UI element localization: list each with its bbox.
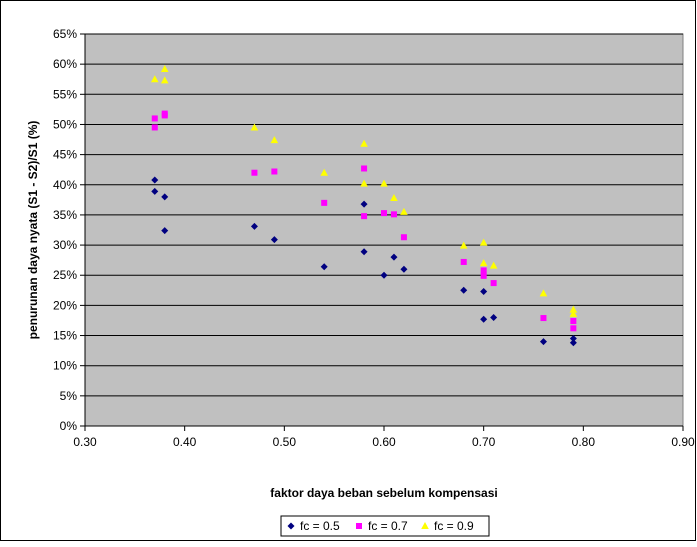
x-tick-label: 0.90 — [671, 435, 695, 449]
data-point — [160, 76, 169, 84]
data-point — [321, 199, 328, 206]
data-point — [480, 315, 488, 323]
legend-marker — [287, 522, 295, 530]
data-point — [150, 75, 159, 83]
data-point — [361, 165, 368, 172]
data-point — [400, 265, 408, 273]
data-point — [480, 288, 488, 296]
y-tick-label: 65% — [53, 27, 77, 41]
data-series — [150, 64, 578, 347]
x-tick-label: 0.40 — [173, 435, 197, 449]
data-point — [539, 289, 548, 297]
legend: fc = 0.5 fc = 0.7 fc = 0.9 — [280, 515, 490, 537]
y-tick-label: 60% — [53, 57, 77, 71]
data-point — [250, 123, 259, 131]
data-point — [490, 313, 498, 321]
x-tick-label: 0.80 — [572, 435, 596, 449]
data-point — [360, 248, 368, 256]
data-point — [160, 64, 169, 72]
data-point — [161, 227, 169, 235]
data-point — [151, 187, 159, 195]
y-tick-label: 10% — [53, 359, 77, 373]
data-point — [251, 169, 258, 176]
data-point — [400, 234, 407, 241]
legend-label: fc = 0.5 — [300, 519, 340, 533]
data-point — [361, 213, 368, 220]
series-2 — [151, 110, 577, 332]
data-point — [390, 211, 397, 218]
y-tick-label: 5% — [60, 389, 78, 403]
data-point — [390, 194, 398, 202]
data-point — [380, 271, 388, 279]
data-point — [480, 272, 487, 279]
legend-marker — [356, 523, 362, 529]
y-axis-title: penurunan daya nyata (S1 - S2)/S1 (%) — [26, 121, 40, 340]
series-3 — [150, 64, 578, 317]
data-point — [250, 222, 258, 230]
y-tick-label: 25% — [53, 268, 77, 282]
gridlines — [85, 33, 683, 397]
x-axis-title: faktor daya beban sebelum kompensasi — [270, 486, 497, 500]
data-point — [570, 325, 577, 332]
x-tick-label: 0.50 — [273, 435, 297, 449]
legend-box — [280, 515, 490, 537]
data-point — [270, 136, 279, 144]
data-point — [459, 241, 468, 249]
legend-label: fc = 0.9 — [434, 519, 474, 533]
data-point — [460, 258, 467, 265]
data-point — [479, 259, 488, 267]
legend-marker — [421, 522, 429, 529]
data-point — [569, 335, 577, 343]
data-point — [400, 207, 408, 215]
data-point — [460, 286, 468, 294]
data-point — [569, 309, 578, 317]
legend-label: fc = 0.7 — [368, 519, 408, 533]
data-point — [161, 193, 169, 201]
data-point — [540, 315, 547, 322]
y-tick-label: 20% — [53, 298, 77, 312]
data-point — [490, 280, 497, 287]
data-point — [380, 179, 388, 187]
y-tick-label: 40% — [53, 178, 77, 192]
data-point — [151, 124, 158, 131]
data-point — [151, 176, 159, 184]
data-point — [539, 338, 547, 346]
data-point — [161, 112, 168, 119]
plot-area — [84, 33, 684, 427]
data-point — [271, 168, 278, 175]
x-tick-label: 0.60 — [372, 435, 396, 449]
data-point — [320, 263, 328, 271]
y-tick-label: 0% — [60, 419, 78, 433]
axes: 0% 5% 10% 15% 20% 25% 30% 35% 40% 45% 50% 55% 60% 65%… — [53, 27, 695, 449]
y-tick-label: 55% — [53, 87, 77, 101]
series-1 — [151, 176, 577, 347]
data-point — [320, 168, 328, 176]
y-tick-label: 15% — [53, 329, 77, 343]
data-point — [270, 236, 278, 244]
data-point — [360, 179, 368, 187]
data-point — [360, 139, 368, 147]
data-point — [151, 115, 158, 122]
data-point — [360, 200, 368, 208]
y-tick-label: 35% — [53, 208, 77, 222]
data-point — [569, 339, 577, 347]
data-point — [480, 267, 487, 274]
y-tick-label: 45% — [53, 148, 77, 162]
data-point — [570, 318, 577, 325]
y-tick-label: 50% — [53, 117, 77, 131]
x-tick-label: 0.30 — [73, 435, 97, 449]
data-point — [489, 261, 498, 269]
x-tick-label: 0.70 — [472, 435, 496, 449]
y-tick-label: 30% — [53, 238, 77, 252]
data-point — [479, 238, 488, 246]
data-point — [569, 305, 578, 313]
data-point — [390, 253, 398, 261]
data-point — [381, 210, 387, 217]
